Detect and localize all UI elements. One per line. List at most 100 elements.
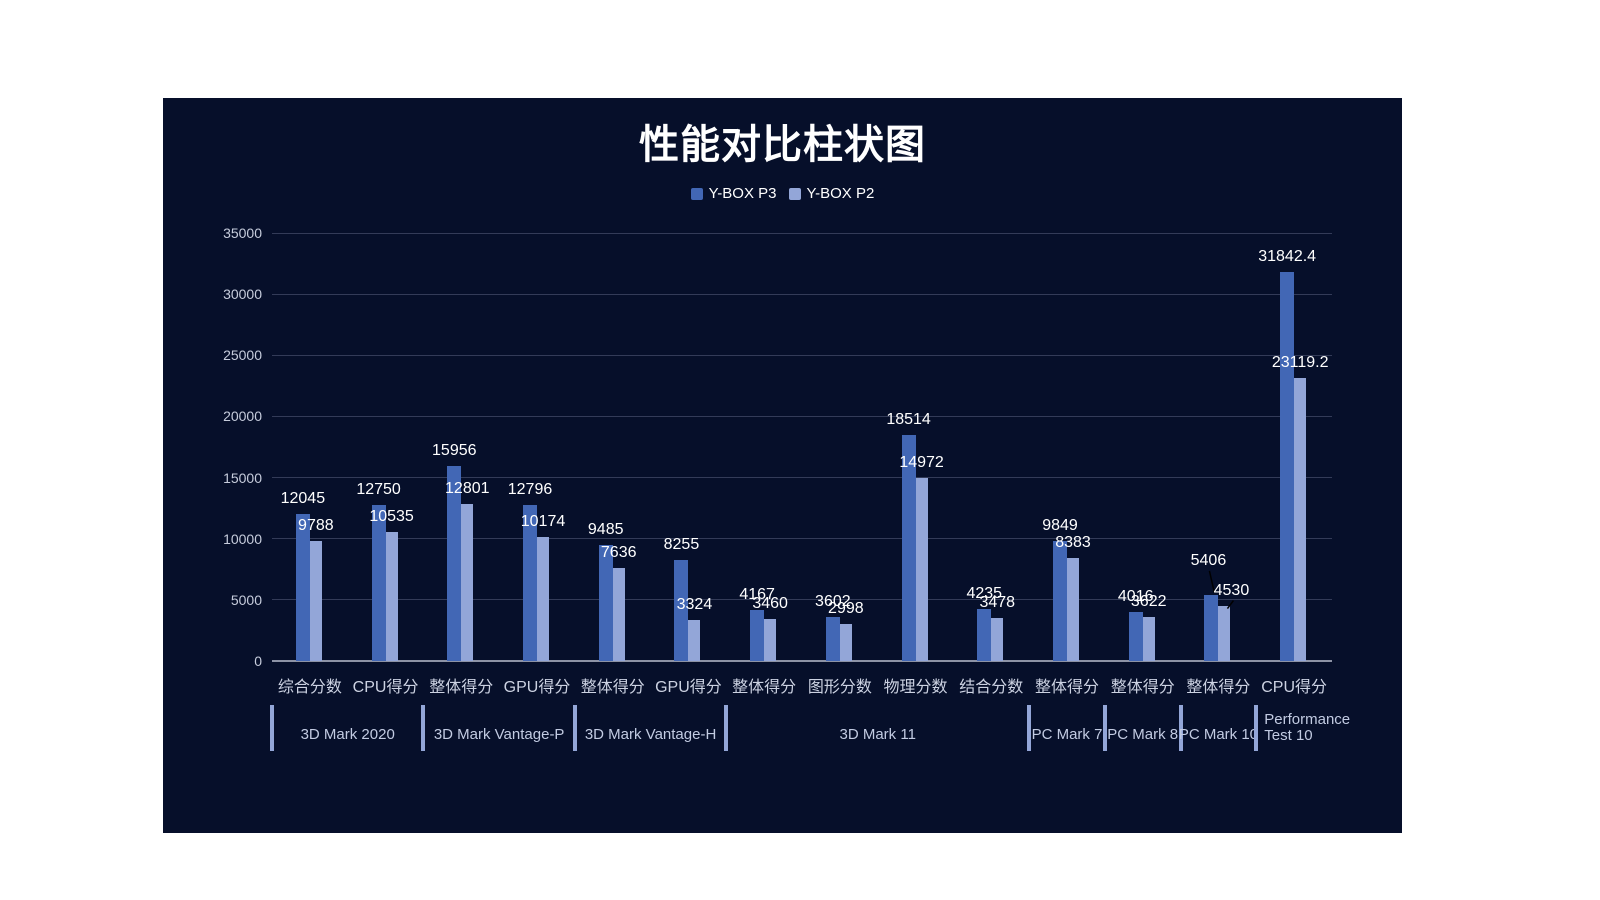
bar-y-box-p3 bbox=[674, 560, 689, 661]
x-axis-category-label: 综合分数 bbox=[277, 679, 342, 696]
bar-value-label: 3478 bbox=[979, 594, 1016, 612]
bar-value-label: 18514 bbox=[886, 410, 931, 428]
group-label: 3D Mark Vantage-H bbox=[584, 726, 717, 743]
y-axis-tick-label: 10000 bbox=[223, 530, 262, 547]
x-axis-category-label: CPU得分 bbox=[1261, 679, 1328, 696]
bar-y-box-p2 bbox=[915, 477, 928, 661]
legend-item-y-box-p3[interactable]: Y-BOX P3 bbox=[690, 185, 777, 202]
bar-y-box-p3 bbox=[295, 513, 310, 661]
x-axis-category-label: 物理分数 bbox=[883, 679, 948, 696]
gridline bbox=[272, 538, 1332, 540]
group-separator bbox=[724, 705, 729, 751]
bar-value-label: 9788 bbox=[298, 517, 334, 535]
group-label: 3D Mark Vantage-P bbox=[433, 726, 565, 743]
bar-value-label: 5406 bbox=[1190, 551, 1227, 569]
group-separator bbox=[1027, 705, 1032, 751]
group-label: PC Mark 10 bbox=[1178, 726, 1259, 743]
bar-y-box-p2 bbox=[1067, 558, 1079, 661]
y-axis-tick-label: 25000 bbox=[223, 347, 262, 364]
bar-y-box-p3 bbox=[901, 434, 916, 661]
bar-value-label: 10174 bbox=[520, 512, 566, 530]
group-separator bbox=[572, 705, 577, 751]
bar-value-label: 4167 bbox=[739, 586, 775, 604]
bar-value-label: 23119.2 bbox=[1271, 354, 1329, 372]
chart-title: 性能对比柱状图 bbox=[639, 123, 926, 167]
x-axis-category-label: 整体得分 bbox=[580, 679, 645, 696]
bar-value-label: 4235 bbox=[966, 585, 1003, 603]
bar-y-box-p3 bbox=[1053, 540, 1067, 661]
legend-label: Y-BOX P2 bbox=[806, 185, 875, 202]
x-axis-category-label: GPU得分 bbox=[655, 679, 722, 696]
x-axis-category-label: 整体得分 bbox=[732, 679, 797, 696]
y-axis-tick-label: 15000 bbox=[223, 469, 262, 486]
bar-y-box-p2 bbox=[1294, 378, 1307, 661]
bar-y-box-p2 bbox=[537, 536, 549, 661]
group-label: PC Mark 7 bbox=[1031, 726, 1103, 743]
bar-y-box-p3 bbox=[523, 504, 537, 661]
x-axis-category-label: 图形分数 bbox=[807, 679, 872, 696]
bar-value-label: 14972 bbox=[899, 453, 944, 471]
bar-y-box-p3 bbox=[825, 616, 840, 661]
bar-value-label: 15956 bbox=[432, 441, 477, 459]
label-leader-lines bbox=[1208, 570, 1235, 610]
bar-value-label: 4530 bbox=[1213, 581, 1250, 599]
legend-swatch-icon bbox=[690, 187, 703, 200]
bar-y-box-p2 bbox=[764, 618, 777, 661]
chart-area: 0 5000 10000 15000 20000 25000 30000 35000 12045… bbox=[163, 98, 1402, 833]
gridline bbox=[272, 599, 1332, 601]
gridline bbox=[272, 477, 1332, 479]
bar-y-box-p2 bbox=[309, 541, 322, 661]
bar-value-label: 9849 bbox=[1042, 516, 1078, 534]
legend-item-y-box-p2[interactable]: Y-BOX P2 bbox=[788, 185, 875, 202]
group-separator bbox=[270, 705, 274, 751]
bar-value-label: 4016 bbox=[1117, 587, 1154, 605]
bar-y-box-p3 bbox=[977, 609, 992, 661]
x-axis-category-label: 整体得分 bbox=[1034, 679, 1100, 696]
bar-value-label: 12045 bbox=[280, 489, 326, 507]
x-axis-category-label: 整体得分 bbox=[1110, 679, 1175, 696]
bar-value-label: 10535 bbox=[369, 508, 414, 526]
y-axis-tick-label: 35000 bbox=[223, 225, 262, 241]
bar-value-label: 9485 bbox=[587, 521, 624, 538]
bar-value-label: 12801 bbox=[445, 480, 490, 498]
y-axis-tick-label: 20000 bbox=[223, 408, 262, 425]
bar-y-box-p2 bbox=[1218, 605, 1231, 661]
bar-value-label: 12750 bbox=[356, 481, 401, 499]
group-separator bbox=[1254, 705, 1259, 751]
bar-value-label: 31842.4 bbox=[1258, 247, 1317, 265]
bar-y-box-p2 bbox=[991, 618, 1004, 661]
bar-value-label: 8255 bbox=[663, 536, 700, 554]
bar-value-label: 12796 bbox=[507, 480, 553, 498]
legend-label: Y-BOX P3 bbox=[708, 185, 777, 202]
y-axis-tick-label: 30000 bbox=[223, 286, 262, 303]
bar-y-box-p3 bbox=[447, 465, 462, 661]
bar-y-box-p2 bbox=[839, 624, 852, 661]
x-axis-category-label: CPU得分 bbox=[352, 679, 419, 696]
group-separator bbox=[1102, 705, 1107, 751]
x-axis-category-label: GPU得分 bbox=[503, 679, 571, 696]
group-label: 3D Mark 2020 bbox=[300, 726, 395, 743]
gridline bbox=[272, 232, 1332, 234]
group-label: PC Mark 8 bbox=[1107, 726, 1179, 743]
gridline bbox=[272, 354, 1332, 356]
x-axis-category-label: 结合分数 bbox=[959, 679, 1024, 696]
bar-y-box-p3 bbox=[598, 545, 613, 661]
y-axis-tick-label: 5000 bbox=[230, 591, 262, 608]
x-axis-category-label: 整体得分 bbox=[1186, 679, 1251, 696]
bar-y-box-p2 bbox=[688, 620, 701, 661]
bar-value-label: 3622 bbox=[1130, 592, 1167, 610]
legend: Y-BOX P3 Y-BOX P2 bbox=[163, 185, 1402, 202]
bar-value-label: 3602 bbox=[815, 592, 851, 610]
bar-y-box-p2 bbox=[1142, 616, 1155, 661]
group-label: 3D Mark 11 bbox=[839, 726, 916, 743]
bar-y-box-p3 bbox=[1128, 611, 1143, 661]
group-separator bbox=[1178, 705, 1183, 751]
bar-value-label: 3460 bbox=[752, 594, 788, 612]
bar-value-label: 8383 bbox=[1055, 534, 1091, 552]
bar-y-box-p2 bbox=[461, 504, 474, 661]
bar-y-box-p3 bbox=[1280, 271, 1295, 661]
x-axis-category-label: 整体得分 bbox=[429, 679, 494, 696]
gridline bbox=[272, 415, 1332, 417]
bar-value-label: 2998 bbox=[828, 600, 864, 618]
group-separator bbox=[421, 705, 426, 751]
